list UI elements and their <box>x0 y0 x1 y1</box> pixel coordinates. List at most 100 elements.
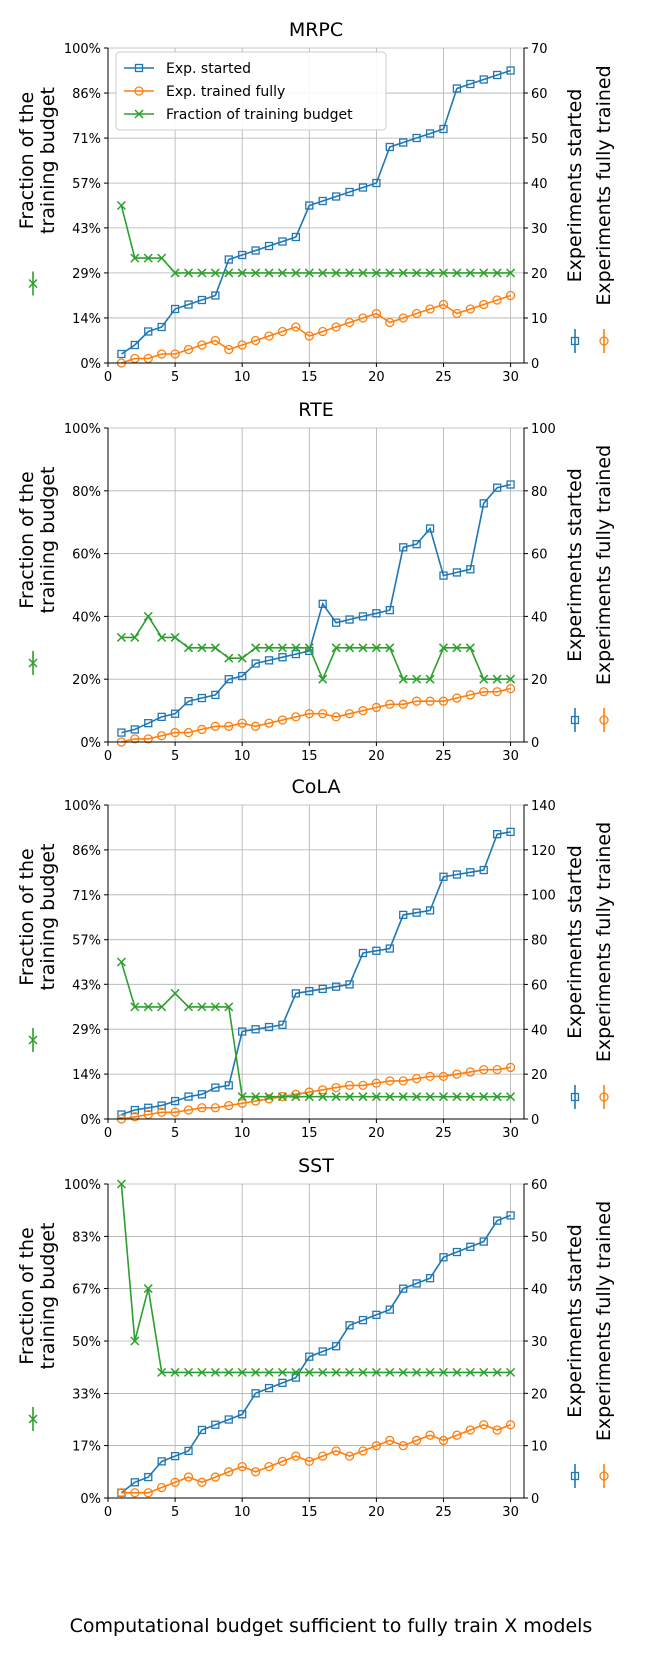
chart-title: SST <box>298 1155 334 1177</box>
x-tick-label: 25 <box>435 1126 452 1141</box>
data-point-fraction <box>425 268 435 278</box>
data-point-started <box>278 653 287 662</box>
data-point-trained <box>452 1430 462 1440</box>
data-point-fraction <box>465 643 475 653</box>
data-point-started <box>506 480 515 489</box>
chart-panel-cola: CoLA 0 5 10 15 20 25 30 0% 14% 29% 43% 57% 71% 86% 100%… <box>16 776 615 1141</box>
data-point-fraction <box>210 268 220 278</box>
data-point-trained <box>385 699 395 709</box>
data-point-started <box>399 543 408 552</box>
data-point-trained <box>452 308 462 319</box>
series-line-started <box>120 69 511 355</box>
data-point-trained <box>385 1076 395 1086</box>
data-point-trained <box>130 734 140 744</box>
legend-marker-trained <box>134 86 144 96</box>
data-point-started <box>305 1352 314 1361</box>
data-point-started <box>345 980 354 989</box>
left-tick-label: 86% <box>72 87 101 102</box>
data-point-fraction <box>438 643 449 653</box>
data-point-fraction <box>210 643 220 653</box>
data-point-fraction <box>452 643 462 653</box>
right-tick-label: 40 <box>531 1023 548 1038</box>
right-axis-label-trained: Experiments fully trained <box>593 822 615 1062</box>
left-axis-label: Fraction of the <box>16 92 38 229</box>
right-tick-label: 70 <box>531 42 548 57</box>
data-point-trained <box>237 1098 247 1108</box>
data-point-fraction <box>264 268 274 278</box>
data-point-fraction <box>506 268 516 278</box>
data-point-fraction <box>371 643 381 653</box>
data-point-fraction <box>251 1367 261 1377</box>
series-line-fraction <box>120 205 511 274</box>
data-point-fraction <box>197 1367 207 1377</box>
data-point-started <box>117 728 126 737</box>
data-point-trained <box>492 1425 502 1435</box>
data-point-trained <box>291 712 301 722</box>
data-point-started <box>291 649 301 659</box>
data-point-trained <box>170 727 180 738</box>
data-point-trained <box>157 349 167 359</box>
right-tick-label: 20 <box>531 673 548 688</box>
data-point-started <box>399 1284 408 1293</box>
data-point-fraction <box>492 1367 502 1377</box>
data-point-started <box>184 300 193 309</box>
data-point-fraction <box>291 268 301 278</box>
left-tick-label: 0% <box>80 1492 101 1507</box>
right-axis-label-trained: Experiments fully trained <box>593 445 615 685</box>
x-tick-label: 30 <box>502 1505 519 1520</box>
data-point-fraction <box>237 1092 247 1102</box>
data-point-trained <box>237 718 247 728</box>
data-point-fraction <box>237 268 247 278</box>
data-point-started <box>358 1315 368 1325</box>
x-tick-label: 10 <box>234 749 251 764</box>
x-tick-label: 15 <box>301 370 318 385</box>
series-line-trained <box>121 1066 511 1120</box>
left-tick-label: 50% <box>72 1335 101 1350</box>
data-point-fraction <box>291 643 301 653</box>
data-point-fraction <box>264 1092 274 1102</box>
data-point-fraction <box>304 1092 314 1102</box>
data-point-fraction <box>506 1092 516 1102</box>
data-point-fraction <box>331 268 341 278</box>
data-point-trained <box>250 335 261 346</box>
data-point-started <box>358 612 368 621</box>
chart-panel-sst: SST 0 5 10 15 20 25 30 0% 17% 33% 50% 67% 83% 100% 0 10 2… <box>16 1155 615 1520</box>
left-tick-label: 43% <box>72 222 101 237</box>
x-tick-label: 20 <box>368 1505 385 1520</box>
data-point-started <box>318 599 327 608</box>
data-point-started <box>412 908 421 917</box>
data-point-trained <box>371 702 382 713</box>
data-point-fraction <box>345 1092 355 1102</box>
left-axis-label: Fraction of the <box>16 471 38 608</box>
left-tick-label: 17% <box>72 1440 101 1455</box>
data-point-started <box>412 540 421 549</box>
right-tick-label: 0 <box>531 1492 539 1507</box>
x-tick-label: 5 <box>171 370 179 385</box>
data-point-fraction <box>304 643 314 653</box>
data-point-fraction <box>143 1284 153 1294</box>
data-point-started <box>224 675 233 684</box>
data-point-fraction <box>452 1092 462 1102</box>
data-point-trained <box>479 1420 489 1430</box>
left-tick-label: 57% <box>72 177 101 192</box>
data-point-fraction <box>237 1367 247 1377</box>
data-point-fraction <box>183 268 194 278</box>
data-point-fraction <box>143 253 153 263</box>
x-tick-label: 25 <box>435 749 452 764</box>
data-point-fraction <box>318 674 328 684</box>
series-line-trained <box>121 294 511 364</box>
data-point-trained <box>438 696 449 706</box>
data-point-started <box>117 349 126 359</box>
x-tick-label: 10 <box>234 1126 251 1141</box>
data-point-trained <box>398 1076 408 1086</box>
legend-label-trained: Exp. trained fully <box>166 84 285 100</box>
data-point-trained <box>170 349 180 359</box>
figure-xlabel: Computational budget sufficient to fully… <box>70 1615 593 1637</box>
data-point-fraction <box>371 1092 381 1102</box>
right-tick-label: 40 <box>531 1283 548 1298</box>
data-point-fraction <box>465 268 475 278</box>
right-label-marker-started <box>570 336 580 346</box>
data-point-fraction <box>210 1002 220 1012</box>
right-tick-label: 30 <box>531 222 548 237</box>
left-tick-label: 0% <box>80 1113 101 1128</box>
